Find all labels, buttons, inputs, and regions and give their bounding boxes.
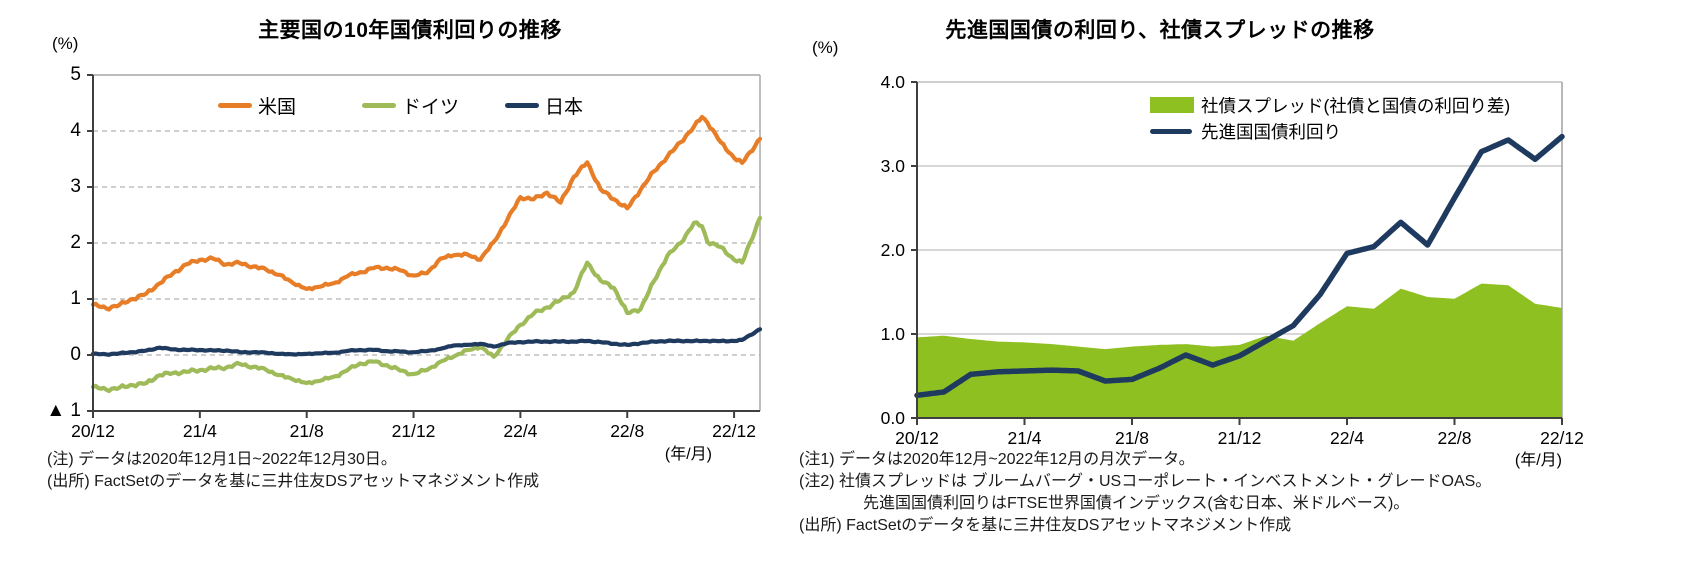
area-series bbox=[917, 283, 1562, 418]
line-series bbox=[90, 215, 763, 394]
line-series bbox=[90, 114, 763, 312]
line-series bbox=[914, 133, 1565, 399]
line-series bbox=[90, 327, 763, 357]
